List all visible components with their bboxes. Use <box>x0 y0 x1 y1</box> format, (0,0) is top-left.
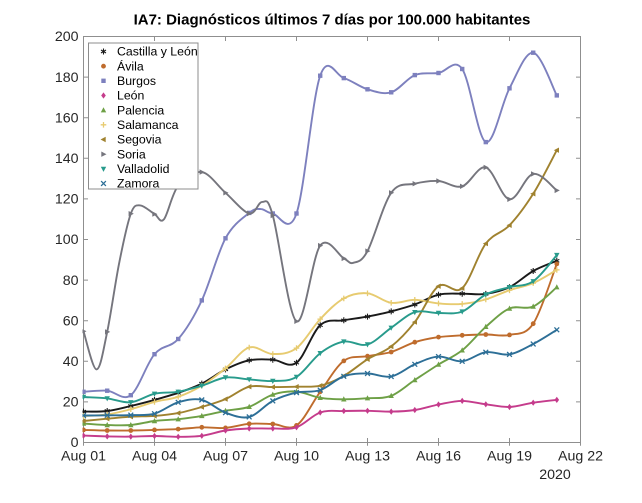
svg-text:180: 180 <box>55 70 79 86</box>
svg-text:Segovia: Segovia <box>117 133 162 147</box>
svg-text:100: 100 <box>55 232 79 248</box>
svg-text:Soria: Soria <box>117 147 146 161</box>
svg-text:20: 20 <box>63 395 79 411</box>
svg-text:Aug 16: Aug 16 <box>416 449 461 465</box>
svg-text:2020: 2020 <box>539 467 571 483</box>
svg-text:80: 80 <box>63 273 79 289</box>
svg-text:León: León <box>117 89 145 103</box>
svg-text:Valladolid: Valladolid <box>117 162 170 176</box>
svg-text:Aug 01: Aug 01 <box>61 449 106 465</box>
svg-text:Salamanca: Salamanca <box>117 118 179 132</box>
svg-text:Aug 13: Aug 13 <box>345 449 390 465</box>
svg-text:IA7: Diagnósticos últimos 7 dí: IA7: Diagnósticos últimos 7 días por 100… <box>134 12 531 29</box>
svg-text:Palencia: Palencia <box>117 103 164 117</box>
svg-text:Ávila: Ávila <box>117 58 144 73</box>
svg-text:40: 40 <box>63 354 79 370</box>
svg-text:Castilla y León: Castilla y León <box>117 45 198 59</box>
svg-text:140: 140 <box>55 151 79 167</box>
svg-text:Burgos: Burgos <box>117 74 156 88</box>
svg-text:Aug 19: Aug 19 <box>487 449 532 465</box>
svg-text:0: 0 <box>71 435 79 451</box>
svg-text:Aug 10: Aug 10 <box>274 449 319 465</box>
svg-text:160: 160 <box>55 110 79 126</box>
svg-text:60: 60 <box>63 313 79 329</box>
svg-text:200: 200 <box>55 29 79 45</box>
svg-text:Zamora: Zamora <box>117 177 160 191</box>
svg-text:Aug 04: Aug 04 <box>132 449 177 465</box>
svg-text:Aug 07: Aug 07 <box>203 449 248 465</box>
svg-text:120: 120 <box>55 192 79 208</box>
svg-text:Aug 22: Aug 22 <box>558 449 603 465</box>
